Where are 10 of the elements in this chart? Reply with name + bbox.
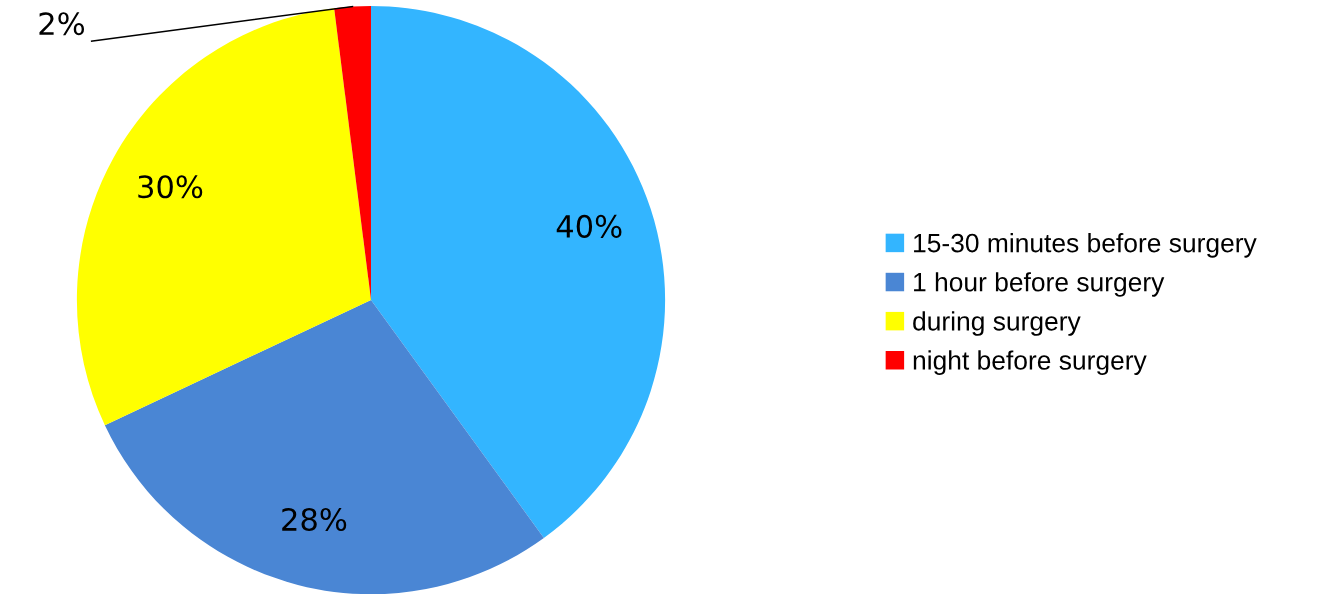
data-label: 2% xyxy=(39,12,85,36)
pie-slice xyxy=(104,300,544,595)
legend-label: during surgery xyxy=(913,311,1081,336)
data-label: 40% xyxy=(556,214,622,238)
legend-label: 1 hour before surgery xyxy=(914,272,1165,297)
data-label: 28% xyxy=(282,507,347,532)
legend-label: 15-30 minutes before surgery xyxy=(914,233,1257,258)
data-label: 30% xyxy=(138,175,203,199)
pie-slice xyxy=(371,5,666,538)
legend-label: night before surgery xyxy=(913,350,1147,375)
